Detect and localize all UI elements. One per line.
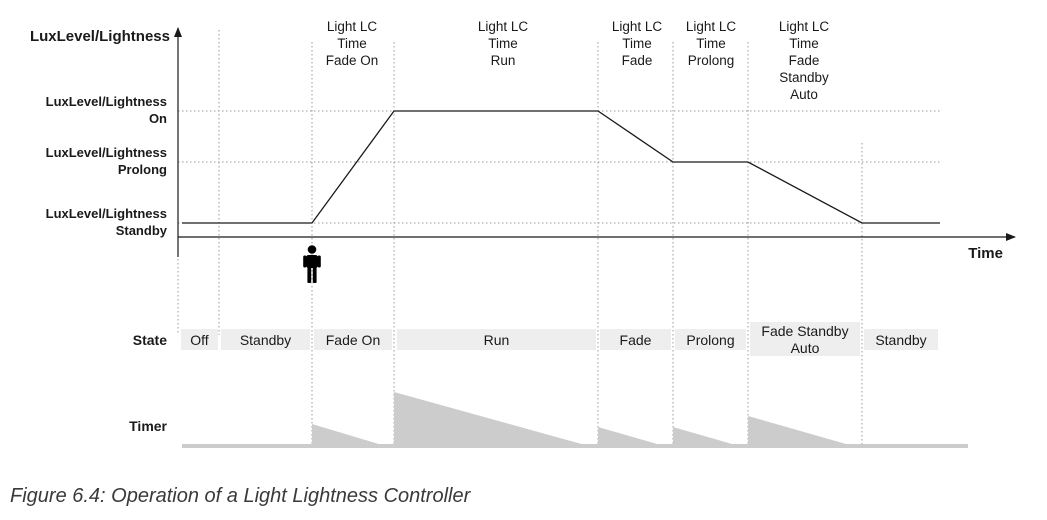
state-box-run [397,329,596,350]
phase-header-line: Time [488,36,518,51]
timer-waveform [182,392,968,448]
phase-header-line: Fade [789,53,820,68]
level-label-on-line1: LuxLevel/Lightness [46,94,167,109]
state-label-fade-standby-auto-line2: Auto [791,340,820,356]
lightness-curve [182,110,940,224]
phase-header-line: Fade [622,53,653,68]
x-axis-title: Time [968,245,1003,262]
level-label-standby-line2: Standby [116,223,168,238]
state-label-standby-end: Standby [875,332,926,348]
state-label-prolong: Prolong [686,332,734,348]
phase-header-line: Light LC [779,19,830,34]
state-box-off [181,329,218,350]
phase-header-line: Time [337,36,367,51]
state-box-prolong [675,329,746,350]
phase-header-fade-on: Light LC Time Fade On [326,19,379,68]
phase-header-line: Time [696,36,726,51]
timer-ramp-fade-standby-auto [748,416,860,448]
phase-header-line: Standby [779,70,829,85]
phase-header-fade-standby-auto: Light LC Time Fade Standby Auto [779,19,830,102]
state-boxes: Off Standby Fade On Run Fade Prolong Fad… [181,322,938,356]
level-label-prolong-line1: LuxLevel/Lightness [46,145,167,160]
state-box-standby [221,329,310,350]
state-box-standby-end [864,329,938,350]
state-label-fade-standby-auto-line1: Fade Standby [761,323,848,339]
phase-header-line: Time [622,36,652,51]
phase-header-line: Light LC [686,19,737,34]
phase-header-fade: Light LC Time Fade [612,19,663,68]
phase-header-prolong: Light LC Time Prolong [686,19,737,68]
phase-header-line: Light LC [327,19,378,34]
state-label-fade-on: Fade On [326,332,380,348]
phase-header-line: Light LC [612,19,663,34]
state-label-off: Off [190,332,209,348]
phase-header-line: Auto [790,87,818,102]
level-guides [178,110,940,224]
timer-ramp-fade [598,427,671,448]
state-box-fade-standby-auto [750,322,860,356]
y-axis-title: LuxLevel/Lightness [30,28,170,45]
person-icon [303,245,321,283]
level-label-prolong-line2: Prolong [118,162,167,177]
phase-header-run: Light LC Time Run [478,19,529,68]
level-label-standby: LuxLevel/Lightness Standby [46,206,168,238]
vertical-guides [177,30,863,448]
state-box-fade-on [314,329,392,350]
timer-ramp-fade-on [312,424,392,448]
state-row-label: State [133,332,167,348]
lightness-controller-diagram: LuxLevel/Lightness Time LuxLevel/Lightne… [30,19,1016,448]
level-label-on: LuxLevel/Lightness On [46,94,167,126]
phase-header-line: Fade On [326,53,379,68]
phase-header-line: Prolong [688,53,735,68]
state-box-fade [600,329,671,350]
level-label-on-line2: On [149,111,167,126]
timer-ramp-run [394,392,596,448]
figure-caption: Figure 6.4: Operation of a Light Lightne… [10,485,471,507]
state-label-run: Run [484,332,510,348]
phase-header-line: Light LC [478,19,529,34]
phase-header-line: Time [789,36,819,51]
level-label-prolong: LuxLevel/Lightness Prolong [46,145,167,177]
level-label-standby-line1: LuxLevel/Lightness [46,206,167,221]
timer-ramp-prolong [673,427,746,448]
state-label-standby: Standby [240,332,291,348]
timer-row-label: Timer [129,418,167,434]
state-label-fade: Fade [620,332,652,348]
phase-header-line: Run [491,53,516,68]
